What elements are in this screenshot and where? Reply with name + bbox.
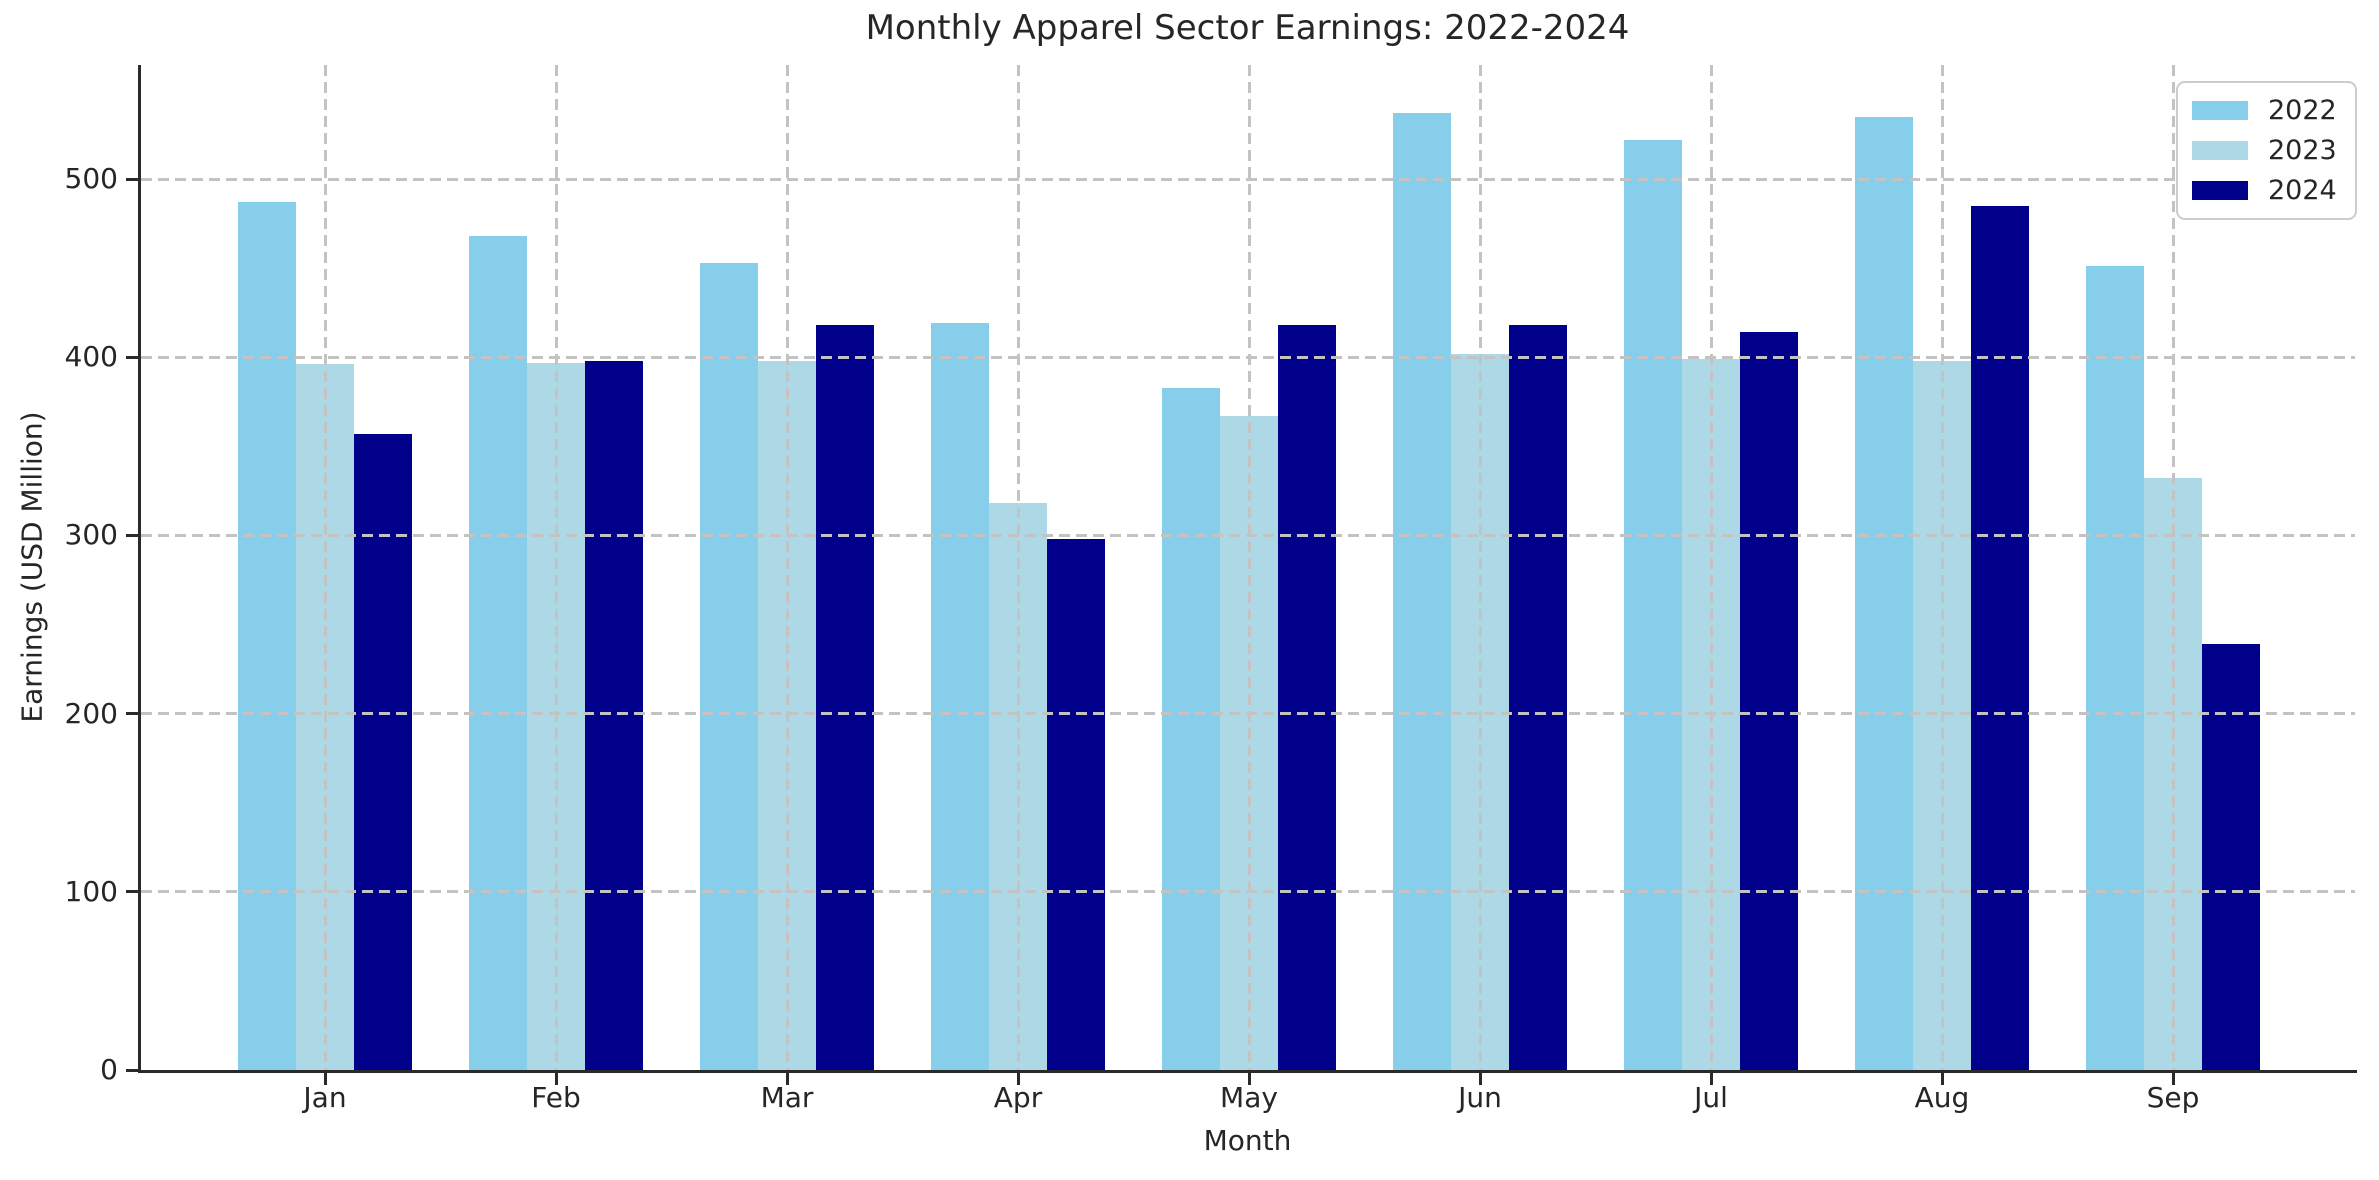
y-tick-label-500: 500 [64, 162, 118, 196]
chart-title: Monthly Apparel Sector Earnings: 2022-20… [865, 8, 1630, 48]
gridline-v-Sep [2171, 65, 2175, 1070]
y-tick-500 [126, 177, 138, 181]
legend-row-2024: 2024 [2192, 175, 2337, 206]
y-tick-label-200: 200 [64, 696, 118, 730]
bar-2022-Jul [1624, 139, 1682, 1070]
bar-2022-Apr [931, 323, 989, 1070]
legend-label-2023: 2023 [2268, 135, 2337, 166]
x-tick-Jul [1709, 1073, 1713, 1085]
gridline-v-Apr [1016, 65, 1020, 1070]
x-tick-label-Mar: Mar [760, 1081, 814, 1114]
legend-label-2022: 2022 [2268, 95, 2337, 126]
y-axis-spine [138, 65, 141, 1073]
gridline-v-Jun [1478, 65, 1482, 1070]
legend-label-2024: 2024 [2268, 175, 2337, 206]
bar-2024-Apr [1047, 538, 1105, 1070]
bar-2024-Jan [354, 433, 412, 1070]
legend-row-2022: 2022 [2192, 95, 2337, 126]
x-tick-label-May: May [1220, 1081, 1278, 1114]
gridline-v-Jan [323, 65, 327, 1070]
x-tick-label-Sep: Sep [2146, 1081, 2200, 1114]
x-axis-label: Month [1203, 1124, 1292, 1157]
legend-swatch-2023 [2192, 141, 2248, 160]
bar-2024-May [1278, 325, 1336, 1070]
legend-row-2023: 2023 [2192, 135, 2337, 166]
bar-2024-Feb [585, 360, 643, 1070]
x-tick-label-Jul: Jul [1694, 1081, 1728, 1114]
gridline-v-Jul [1709, 65, 1713, 1070]
x-axis-spine [138, 1070, 2357, 1073]
y-tick-label-400: 400 [64, 340, 118, 374]
legend-swatch-2024 [2192, 181, 2248, 200]
y-tick-0 [126, 1068, 138, 1072]
x-tick-May [1247, 1073, 1251, 1085]
gridline-v-Aug [1940, 65, 1944, 1070]
y-tick-label-100: 100 [64, 874, 118, 908]
legend: 2022 2023 2024 [2176, 81, 2357, 220]
y-tick-label-300: 300 [64, 518, 118, 552]
y-tick-100 [126, 890, 138, 894]
y-tick-300 [126, 533, 138, 537]
bar-2024-Jul [1740, 332, 1798, 1070]
legend-swatch-2022 [2192, 101, 2248, 120]
bar-2024-Jun [1509, 325, 1567, 1070]
y-tick-label-0: 0 [100, 1053, 118, 1086]
x-tick-Sep [2171, 1073, 2175, 1085]
x-tick-label-Feb: Feb [531, 1081, 581, 1114]
bar-2022-May [1162, 387, 1220, 1070]
y-tick-200 [126, 712, 138, 716]
bar-2022-Aug [1855, 116, 1913, 1070]
x-tick-Mar [785, 1073, 789, 1085]
gridline-v-Feb [554, 65, 558, 1070]
bar-2022-Jun [1393, 113, 1451, 1070]
x-tick-label-Aug: Aug [1914, 1081, 1970, 1114]
x-tick-Jan [323, 1073, 327, 1085]
y-tick-400 [126, 355, 138, 359]
bar-2024-Mar [816, 325, 874, 1070]
bar-2022-Mar [700, 262, 758, 1070]
bar-2022-Jan [238, 202, 296, 1070]
plot-area [140, 65, 2355, 1070]
bar-2022-Sep [2086, 266, 2144, 1070]
bar-2024-Aug [1971, 205, 2029, 1070]
bar-2024-Sep [2202, 644, 2260, 1070]
x-tick-label-Apr: Apr [993, 1081, 1043, 1114]
bar-2022-Feb [469, 236, 527, 1070]
x-tick-Jun [1478, 1073, 1482, 1085]
x-tick-label-Jun: Jun [1458, 1081, 1502, 1114]
gridline-v-May [1247, 65, 1251, 1070]
gridline-v-Mar [785, 65, 789, 1070]
x-tick-Apr [1016, 1073, 1020, 1085]
x-tick-label-Jan: Jan [303, 1081, 347, 1114]
x-tick-Aug [1940, 1073, 1944, 1085]
x-tick-Feb [554, 1073, 558, 1085]
